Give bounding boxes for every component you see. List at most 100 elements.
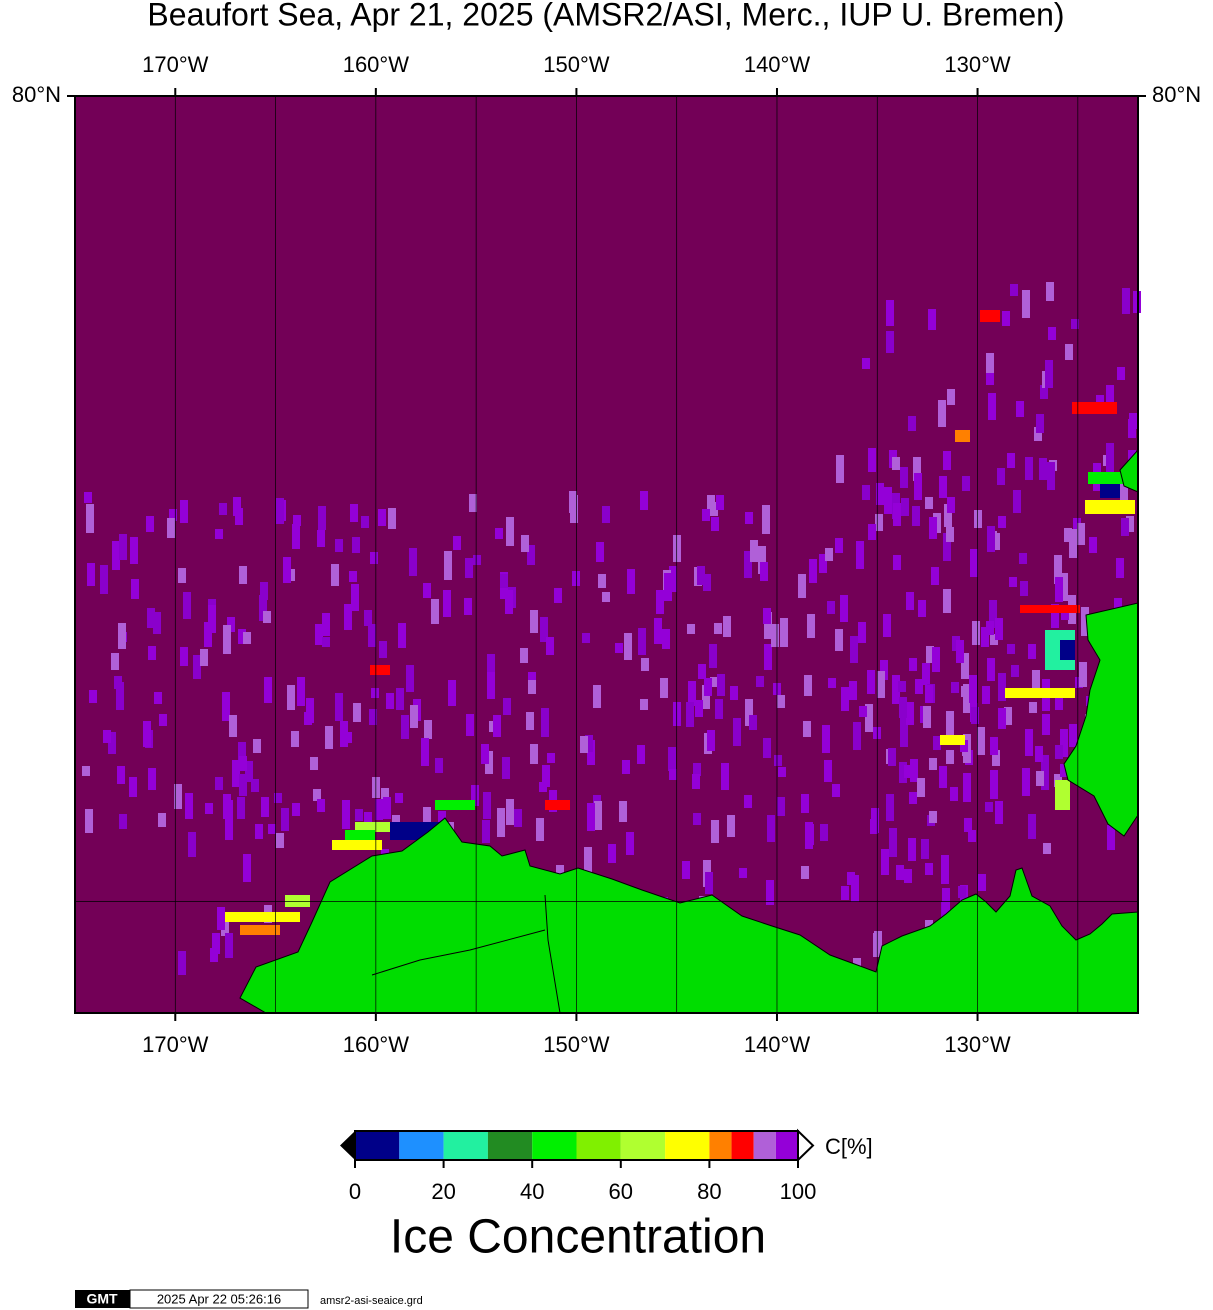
ice-texture-cell: [622, 760, 630, 774]
ice-texture-cell: [767, 815, 775, 842]
ice-texture-cell: [880, 660, 888, 680]
ice-texture-cell: [889, 828, 897, 857]
map-frame: [74, 95, 1139, 1014]
ice-texture-cell: [112, 541, 120, 570]
colorbar-tick-label: 20: [431, 1179, 455, 1204]
ice-texture-cell: [950, 787, 958, 801]
ice-texture-cell: [1028, 644, 1036, 659]
ice-texture-cell: [1117, 367, 1125, 380]
ice-texture-cell: [896, 865, 904, 880]
ice-texture-cell: [178, 951, 186, 975]
ice-texture-cell: [851, 875, 859, 902]
ice-texture-cell: [539, 782, 547, 792]
ice-texture-cell: [744, 795, 752, 808]
ice-texture-cell: [208, 605, 216, 633]
ice-texture-cell: [705, 872, 713, 894]
ice-texture-cell: [593, 685, 601, 708]
ice-texture-cell: [1122, 288, 1130, 314]
ice-texture-cell: [85, 809, 93, 833]
ice-patch: [1060, 640, 1075, 660]
ice-texture-cell: [977, 727, 985, 755]
lat-label-left: 80°N: [12, 82, 61, 107]
ice-texture-cell: [100, 565, 108, 594]
ice-texture-cell: [703, 574, 711, 591]
ice-texture-cell: [943, 589, 951, 613]
ice-texture-cell: [395, 793, 403, 803]
ice-texture-cell: [875, 514, 883, 531]
ice-texture-cell: [1035, 746, 1043, 762]
ice-texture-cell: [946, 750, 954, 764]
ice-texture-cell: [487, 654, 495, 675]
ice-texture-cell: [641, 658, 649, 671]
ice-texture-cell: [997, 468, 1005, 485]
ice-texture-cell: [304, 712, 312, 725]
ice-texture-cell: [1041, 767, 1049, 790]
ice-texture-cell: [117, 766, 125, 784]
ice-texture-cell: [638, 628, 646, 655]
ice-texture-cell: [287, 685, 295, 710]
ice-texture-cell: [180, 647, 188, 666]
ice-texture-cell: [702, 685, 710, 709]
ice-texture-cell: [806, 824, 814, 845]
ice-texture-cell: [158, 813, 166, 827]
ice-texture-cell: [925, 497, 933, 509]
ice-texture-cell: [1036, 414, 1044, 433]
ice-texture-cell: [801, 866, 809, 879]
ice-texture-cell: [990, 634, 998, 645]
ice-texture-cell: [355, 809, 363, 821]
ice-texture-cell: [995, 618, 1003, 640]
ice-texture-cell: [1042, 714, 1050, 735]
ice-texture-cell: [1002, 311, 1010, 326]
ice-texture-cell: [828, 678, 836, 688]
file-name: amsr2-asi-seaice.grd: [320, 1295, 423, 1307]
ice-texture-cell: [528, 680, 536, 694]
ice-texture-cell: [210, 948, 218, 962]
ice-patch: [225, 912, 300, 922]
ice-patch: [332, 840, 382, 850]
ice-texture-cell: [310, 757, 318, 770]
ice-texture-cell: [969, 675, 977, 703]
ice-texture-cell: [763, 738, 771, 758]
ice-texture-cell: [598, 574, 606, 588]
ice-texture-cell: [388, 508, 396, 529]
colorbar-segment: [487, 1131, 533, 1160]
ice-texture-cell: [710, 502, 718, 516]
ice-texture-cell: [922, 663, 930, 685]
ice-texture-cell: [521, 535, 529, 552]
colorbar-segment: [576, 1131, 621, 1160]
ocean: [75, 96, 1138, 1013]
ice-texture-cell: [108, 732, 116, 754]
ice-texture-cell: [291, 731, 299, 747]
ice-texture-cell: [906, 702, 914, 725]
ice-texture-cell: [892, 675, 900, 704]
ice-texture-cell: [756, 676, 764, 687]
ice-texture-cell: [906, 592, 914, 610]
ice-texture-cell: [243, 632, 251, 644]
ice-texture-cell: [682, 861, 690, 879]
ice-texture-cell: [850, 636, 858, 663]
lon-label-top: 170°W: [142, 52, 209, 77]
ice-texture-cell: [908, 838, 916, 861]
colorbar-segment: [665, 1131, 710, 1160]
ice-texture-cell: [1054, 555, 1062, 584]
ice-texture-cell: [424, 720, 432, 739]
lon-label-bottom: 130°W: [944, 1032, 1011, 1057]
ice-texture-cell: [174, 784, 182, 809]
ice-texture-cell: [941, 855, 949, 884]
ice-texture-cell: [758, 546, 766, 574]
ice-texture-cell: [594, 801, 602, 830]
ice-texture-cell: [1106, 385, 1114, 411]
ice-texture-cell: [473, 555, 481, 565]
ice-texture-cell: [931, 567, 939, 585]
ice-texture-cell: [717, 674, 725, 696]
ice-texture-cell: [1079, 662, 1087, 687]
ice-texture-cell: [483, 792, 491, 819]
ice-texture-cell: [899, 697, 907, 718]
ice-texture-cell: [546, 637, 554, 655]
ice-texture-cell: [1007, 453, 1015, 468]
ice-texture-cell: [506, 799, 514, 825]
ice-texture-cell: [1055, 745, 1063, 759]
ice-texture-cell: [928, 309, 936, 330]
ice-texture-cell: [946, 527, 954, 542]
ice-texture-cell: [255, 824, 263, 839]
